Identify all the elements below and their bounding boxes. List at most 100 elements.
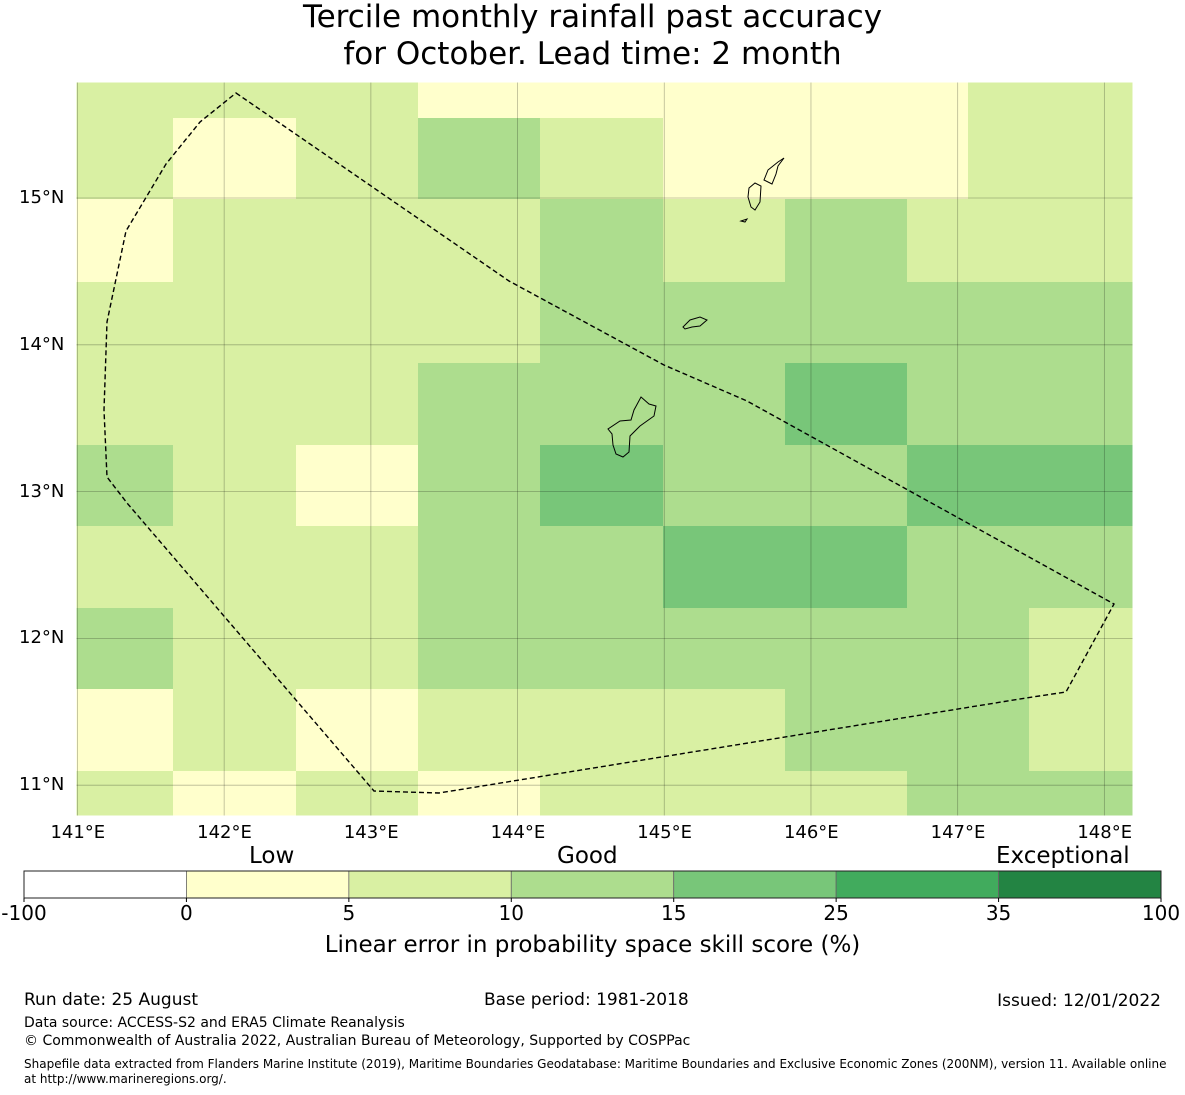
grid-cell xyxy=(1081,771,1134,817)
grid-cell xyxy=(540,445,664,527)
grid-cell xyxy=(418,199,541,283)
grid-cell xyxy=(296,118,419,200)
grid-cell xyxy=(540,199,664,283)
grid-cell xyxy=(968,363,1030,446)
grid-cell xyxy=(663,526,786,609)
island-aguijan xyxy=(739,218,749,223)
grid-cell xyxy=(968,199,1030,283)
longitude-tick-label: 143°E xyxy=(343,822,399,843)
grid-cell xyxy=(907,199,969,283)
longitude-tick-label: 145°E xyxy=(637,822,692,843)
grid-cell xyxy=(907,363,969,446)
skill-score-grid xyxy=(76,82,1134,817)
grid-cell xyxy=(1029,689,1082,772)
longitude-tick-label: 142°E xyxy=(197,822,252,843)
grid-cell xyxy=(785,199,908,283)
grid-cell xyxy=(663,771,786,817)
grid-cell xyxy=(663,608,786,690)
colorbar-category-good: Good xyxy=(557,843,618,869)
grid-cell xyxy=(76,363,174,446)
grid-cell xyxy=(296,282,419,364)
longitude-tick-label: 141°E xyxy=(50,822,106,843)
grid-cell xyxy=(907,771,969,817)
grid-cell xyxy=(540,363,664,446)
colorbar-frame xyxy=(23,870,1162,899)
grid-cell xyxy=(173,526,297,609)
grid-cell xyxy=(76,282,174,364)
grid-cell xyxy=(1029,82,1082,119)
latitude-tick-label: 11°N xyxy=(19,774,65,796)
eez-boundary xyxy=(103,92,1115,794)
grid-cell xyxy=(663,363,786,446)
grid-cell xyxy=(540,689,664,772)
grid-cell xyxy=(76,199,174,283)
grid-cell xyxy=(173,82,297,119)
grid-cell xyxy=(907,689,969,772)
latitude-tick-label: 15°N xyxy=(19,187,65,208)
shapefile-credit-line1: Shapefile data extracted from Flanders M… xyxy=(24,1057,1167,1071)
grid-cell xyxy=(540,771,664,817)
grid-cell xyxy=(663,282,786,364)
grid-cell xyxy=(663,199,786,283)
colorbar-tick-label: 0 xyxy=(180,901,193,925)
colorbar-segment xyxy=(186,870,350,899)
grid-cell xyxy=(1081,363,1134,446)
colorbar-segment xyxy=(998,870,1162,899)
issued-date: Issued: 12/01/2022 xyxy=(997,991,1161,1011)
grid-cell xyxy=(173,771,297,817)
colorbar-title: Linear error in probability space skill … xyxy=(324,932,861,958)
grid-cell xyxy=(663,118,786,200)
grid-cell xyxy=(907,608,969,690)
grid-cell xyxy=(540,118,664,200)
colorbar-segment xyxy=(23,870,187,899)
grid-cell xyxy=(1029,199,1082,283)
colorbar-tick-label: 25 xyxy=(823,901,849,925)
grid-cell xyxy=(785,445,908,527)
grid-cell xyxy=(76,608,174,690)
colorbar-category-low: Low xyxy=(249,843,295,869)
grid-cell xyxy=(418,526,541,609)
grid-cell xyxy=(1029,118,1082,200)
grid-cell xyxy=(418,282,541,364)
copyright: © Commonwealth of Australia 2022, Austra… xyxy=(24,1033,691,1049)
grid-cell xyxy=(785,689,908,772)
grid-cell xyxy=(296,689,419,772)
grid-cell xyxy=(1081,689,1134,772)
grid-cell xyxy=(173,445,297,527)
grid-cell xyxy=(785,608,908,690)
grid-cell xyxy=(968,526,1030,609)
grid-cell xyxy=(907,118,969,200)
colorbar-tick-label: 15 xyxy=(660,901,687,925)
grid-cell xyxy=(76,526,174,609)
grid-cell xyxy=(296,363,419,446)
longitude-tick-label: 144°E xyxy=(490,822,546,843)
grid-cell xyxy=(785,118,908,200)
grid-cell xyxy=(173,199,297,283)
grid-cell xyxy=(907,282,969,364)
grid-cell xyxy=(1029,363,1082,446)
chart-title-line2: for October. Lead time: 2 month xyxy=(343,36,842,72)
grid-cell xyxy=(1029,526,1082,609)
grid-cell xyxy=(907,445,969,527)
grid-cell xyxy=(785,282,908,364)
grid-cell xyxy=(968,608,1030,690)
data-source: Data source: ACCESS-S2 and ERA5 Climate … xyxy=(24,1015,405,1031)
colorbar-segment xyxy=(510,870,675,899)
grid-cell xyxy=(1081,82,1134,119)
grid-cell xyxy=(785,526,908,609)
grid-cell xyxy=(968,445,1030,527)
grid-cell xyxy=(418,118,541,200)
grid-cell xyxy=(663,82,786,119)
grid-cell xyxy=(1029,608,1082,690)
grid-cell xyxy=(296,82,419,119)
grid-cell xyxy=(968,689,1030,772)
latitude-tick-label: 14°N xyxy=(19,333,65,355)
grid-cell xyxy=(968,771,1030,817)
colorbar-segment xyxy=(673,870,837,899)
grid-cell xyxy=(1081,199,1134,283)
grid-cell xyxy=(785,82,908,119)
colorbar-tick-label: -100 xyxy=(1,901,47,925)
grid-cell xyxy=(76,689,174,772)
grid-cell xyxy=(418,82,541,119)
